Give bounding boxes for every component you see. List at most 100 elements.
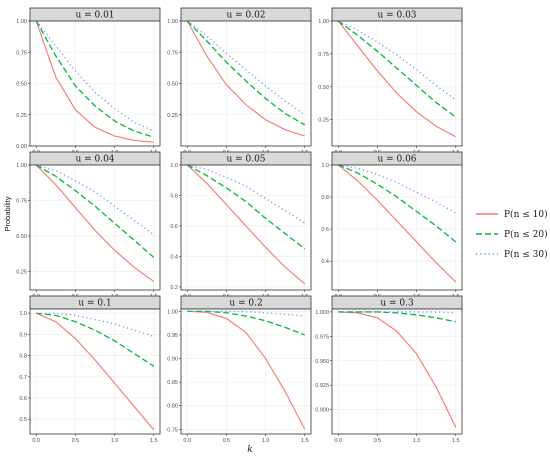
y-tick-label: 0.25 (16, 113, 27, 119)
y-tick-label: 0.00 (16, 144, 27, 150)
plot-area (30, 165, 160, 290)
y-tick-label: 0.75 (318, 52, 329, 58)
x-tick-label: 1.5 (301, 438, 309, 444)
y-tick-label: 1.0 (19, 311, 27, 317)
y-tick-label: 1.0 (170, 163, 178, 169)
series-line (35, 164, 155, 258)
facet-strip-label: u = 0.01 (75, 11, 114, 21)
y-tick-label: 1.000 (315, 310, 329, 316)
y-tick-label: 0.25 (167, 113, 178, 119)
facet-panel: u = 0.030.250.500.751.000.00.51.01.5 (318, 7, 463, 156)
x-tick-label: 0.5 (374, 438, 382, 444)
x-tick-label: 1.0 (413, 438, 421, 444)
facet-panel: u = 0.040.250.500.751.000.00.51.01.5 (16, 151, 161, 300)
plot-area (181, 309, 311, 434)
facet-panel: u = 0.1 0.5 0.6 0.7 0.8 0.9 1.0 0.0 0.5 1.0 1.5 (19, 295, 161, 444)
series-line (186, 164, 306, 250)
legend-label: P(n ≤ 20) (504, 229, 548, 240)
facet-panel: u = 0.3 0.900 0.925 0.950 0.975 1.000 0.0 0.5 1.… (315, 295, 463, 444)
facet-panel: u = 0.060.40.60.81.00.00.51.01.5 (321, 151, 463, 300)
y-axis-title: Probability (3, 196, 12, 231)
facet-strip-label: u = 0.02 (226, 11, 265, 21)
y-tick-label: 0.85 (167, 380, 178, 386)
y-tick-label: 0.975 (315, 334, 329, 340)
y-tick-label: 0.75 (16, 50, 27, 56)
y-tick-label: 1.00 (318, 19, 329, 25)
y-tick-label: 0.9 (19, 332, 27, 338)
series-line (35, 20, 154, 143)
y-tick-label: 0.95 (167, 333, 178, 339)
y-tick-label: 0.8 (321, 195, 329, 201)
series-line (186, 20, 305, 137)
y-tick-label: 0.25 (318, 118, 329, 124)
series-line (337, 164, 457, 283)
x-tick-label: 0.0 (183, 438, 191, 444)
plot-area (332, 309, 462, 434)
y-tick-label: 0.75 (167, 427, 178, 433)
x-tick-label: 1.5 (452, 438, 460, 444)
facet-panel: u = 0.010.000.250.500.751.000.00.51.01.5 (16, 7, 161, 156)
series-line (338, 311, 457, 428)
panel-border (331, 20, 463, 147)
x-tick-label: 1.0 (111, 438, 119, 444)
y-tick-label: 0.50 (16, 82, 27, 88)
series-line (186, 164, 306, 285)
series-line (35, 164, 155, 282)
x-tick-label: 0.0 (334, 438, 342, 444)
series-line (36, 312, 155, 367)
series-line (186, 20, 306, 116)
series-line (36, 312, 155, 431)
y-tick-label: 0.6 (19, 396, 27, 402)
y-tick-label: 0.8 (19, 354, 27, 360)
series-line (337, 20, 457, 118)
series-line (337, 20, 457, 101)
y-tick-label: 0.50 (318, 85, 329, 91)
panel-border (180, 164, 312, 291)
facet-panel: u = 0.050.20.40.60.81.00.00.51.01.5 (170, 151, 312, 300)
legend: P(n ≤ 10) P(n ≤ 20) P(n ≤ 30) (476, 209, 548, 260)
y-tick-label: 1.00 (16, 163, 27, 169)
plot-area (332, 21, 462, 146)
series-line (186, 20, 306, 126)
panel-grid: u = 0.01 0.00 0.25 0.50 0.75 1.00 0.0 0.5 1.0 1.5… (16, 7, 463, 444)
series-line (338, 164, 457, 243)
panel-border (331, 164, 463, 291)
x-tick-label: 1.5 (150, 438, 158, 444)
panel-border (180, 308, 312, 435)
series-line (337, 20, 456, 138)
y-tick-label: 0.7 (19, 375, 27, 381)
x-tick-label: 1.0 (262, 438, 270, 444)
series-line (36, 312, 154, 338)
x-tick-label: 0.5 (72, 438, 80, 444)
x-tick-label: 0.0 (32, 438, 40, 444)
facet-strip-label: u = 0.2 (229, 299, 262, 309)
series-line (187, 310, 305, 336)
y-tick-label: 0.925 (315, 383, 329, 389)
plot-area (332, 165, 462, 290)
y-tick-label: 0.900 (315, 408, 329, 414)
y-tick-label: 0.25 (16, 270, 27, 276)
facet-strip-label: u = 0.04 (75, 155, 114, 165)
y-tick-label: 0.75 (167, 50, 178, 56)
series-line (338, 164, 457, 214)
y-tick-label: 0.6 (321, 227, 329, 233)
panel-border (29, 164, 161, 291)
panel-border (29, 308, 161, 435)
y-tick-label: 0.4 (321, 259, 329, 265)
facet-panel: u = 0.2 0.75 0.80 0.85 0.90 0.95 1.00 0.0 0.5 1.0… (167, 295, 312, 444)
y-tick-label: 0.950 (315, 359, 329, 365)
x-axis-title: k (247, 445, 252, 455)
y-tick-label: 1.0 (321, 163, 329, 169)
y-tick-label: 0.8 (170, 193, 178, 199)
y-tick-label: 1.00 (167, 19, 178, 25)
facet-strip-label: u = 0.3 (380, 299, 414, 309)
panel-border (331, 308, 463, 435)
legend-label: P(n ≤ 30) (504, 249, 548, 260)
series-line (338, 311, 456, 323)
facet-panel: u = 0.020.250.500.751.000.00.51.01.5 (167, 7, 312, 156)
y-tick-label: 0.80 (167, 404, 178, 410)
y-tick-label: 0.75 (16, 199, 27, 205)
y-tick-label: 1.00 (16, 19, 27, 25)
y-tick-label: 0.4 (170, 254, 178, 260)
